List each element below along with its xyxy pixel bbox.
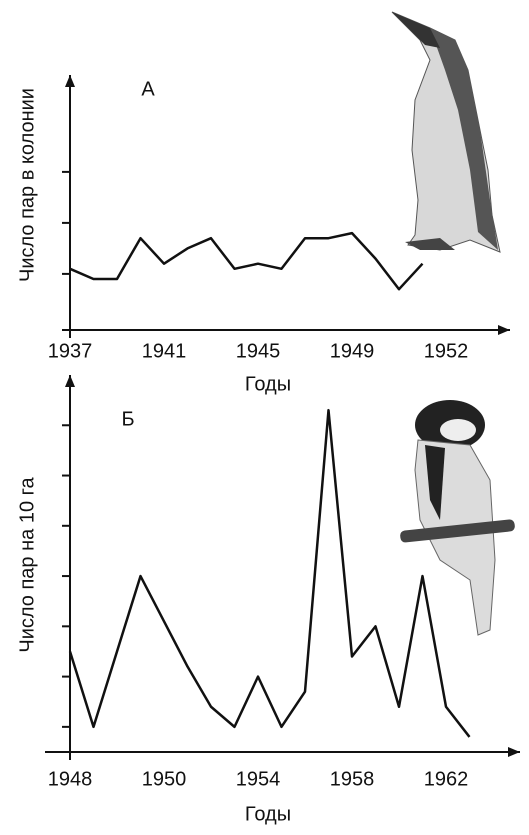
chart-letter: Б	[121, 408, 134, 430]
x-axis-title: Годы	[245, 373, 291, 395]
charts: 1937 1941 1945 1949 1952 А Годы Число пар в кол…	[16, 75, 520, 825]
penguin-illustration	[391, 11, 501, 253]
x-tick-label: 1941	[142, 340, 187, 362]
data-line	[68, 408, 471, 738]
y-axis-arrow	[65, 375, 75, 387]
x-axis-arrow	[508, 747, 520, 757]
x-tick-label: 1962	[424, 768, 469, 790]
x-axis-title: Годы	[245, 803, 291, 825]
x-tick-label: 1954	[236, 768, 281, 790]
x-tick-label: 1937	[48, 340, 93, 362]
x-tick-label: 1952	[424, 340, 469, 362]
x-tick-label: 1949	[330, 340, 375, 362]
x-tick-label: 1950	[142, 768, 187, 790]
y-axis-title: Число пар в колонии	[16, 88, 38, 282]
y-axis-title: Число пар на 10 га	[16, 477, 38, 653]
x-tick-label: 1945	[236, 340, 281, 362]
data-line	[69, 231, 424, 291]
tit-illustration	[400, 400, 515, 636]
x-tick-label: 1958	[330, 768, 375, 790]
chart-letter: А	[141, 78, 155, 100]
x-tick-label: 1948	[48, 768, 93, 790]
y-axis-arrow	[65, 75, 75, 87]
x-axis-arrow	[498, 325, 510, 335]
